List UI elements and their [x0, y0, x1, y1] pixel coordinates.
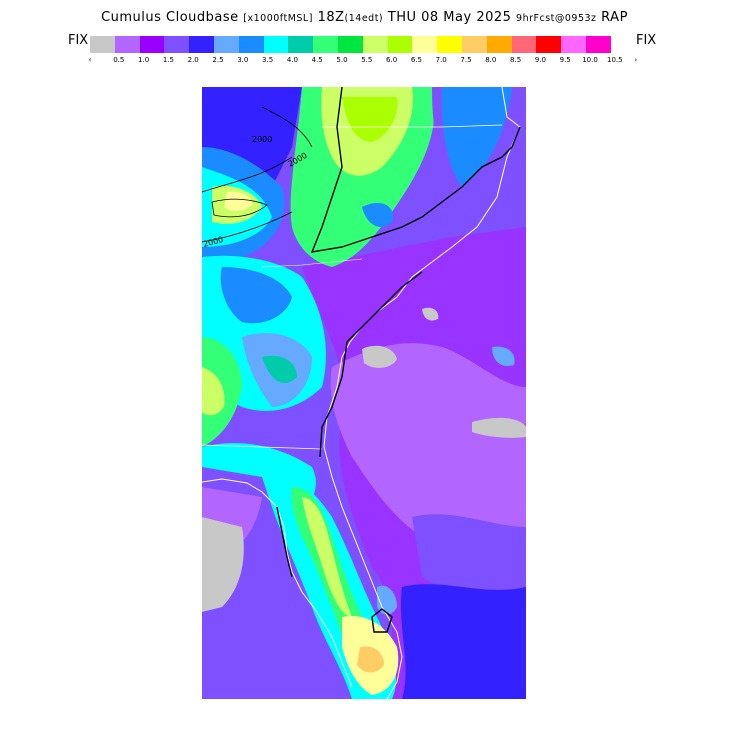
legend-tick-label: 2.0	[187, 56, 199, 64]
legend-tick-label: 0.5	[113, 56, 125, 64]
region-south-blue	[400, 584, 526, 699]
legend-tick-label: 5.5	[361, 56, 373, 64]
legend-swatch	[90, 36, 115, 53]
legend-swatch	[114, 36, 140, 53]
legend-tick-label: 9.5	[559, 56, 571, 64]
legend-tick-label: 8.5	[510, 56, 522, 64]
legend-swatch	[585, 36, 611, 53]
region-offshore-blue-violet	[412, 514, 526, 607]
color-legend	[90, 36, 611, 53]
title-date: THU 08 May 2025	[383, 10, 517, 25]
title-main: Cumulus Cloudbase	[101, 10, 244, 25]
legend-swatch	[536, 36, 562, 53]
legend-swatch	[412, 36, 438, 53]
legend-swatch	[164, 36, 190, 53]
region-central-teal	[262, 355, 297, 383]
legend-tick-label: 3.5	[262, 56, 274, 64]
contour-label-1: 2000	[252, 135, 272, 144]
contour-2000-ring	[211, 198, 268, 218]
east-coastline	[323, 87, 521, 699]
legend-tick-label: 4.0	[286, 56, 298, 64]
title-model: RAP	[596, 10, 628, 25]
region-nw-yellow	[224, 191, 252, 211]
region-offshore-gray-1	[362, 345, 397, 368]
legend-swatch	[387, 36, 413, 53]
legend-fix-left: FIX	[68, 33, 89, 48]
legend-tick-label: 8.0	[485, 56, 497, 64]
region-gulf-gray	[202, 517, 244, 612]
legend-tick-label: 3.0	[237, 56, 249, 64]
legend-tick-label: 1.0	[138, 56, 150, 64]
legend-swatch	[213, 36, 239, 53]
legend-fix-right: FIX	[636, 33, 657, 48]
cloudbase-map: 2000 2000 2000	[202, 87, 526, 699]
legend-swatch	[362, 36, 388, 53]
legend-tick-label: 10.5	[607, 56, 623, 64]
region-inland-blue-spot	[362, 202, 393, 227]
legend-tick-label: 4.5	[311, 56, 323, 64]
legend-less-symbol: ‹	[88, 56, 92, 64]
title-forecast: 9hrFcst@0953z	[516, 13, 597, 24]
gulf-coastline	[202, 478, 353, 688]
legend-tick-label: 9.0	[534, 56, 546, 64]
region-central-azure	[220, 267, 292, 324]
region-offshore-gray-3	[472, 417, 526, 438]
region-west-lime	[202, 367, 225, 416]
legend-tick-label: 6.0	[386, 56, 398, 64]
legend-more-symbol: ›	[634, 56, 638, 64]
legend-swatch	[189, 36, 214, 53]
title-local-time: (14edt)	[344, 13, 384, 24]
legend-tick-label: 6.5	[410, 56, 422, 64]
state-border-north	[322, 124, 503, 128]
region-florida-orange	[357, 646, 384, 673]
title-units: [x1000ftMSL]	[243, 13, 313, 24]
boundary-contour-coast	[319, 271, 423, 458]
legend-tick-label: 5.0	[336, 56, 348, 64]
legend-swatch	[238, 36, 264, 53]
state-border-central	[261, 258, 363, 268]
region-ne-azure	[441, 87, 512, 187]
legend-swatch	[486, 36, 512, 53]
boundary-contour-north	[310, 87, 521, 253]
state-border-line	[202, 444, 323, 450]
legend-tick-label: 1.5	[162, 56, 174, 64]
region-offshore-blue-spot	[492, 346, 515, 367]
legend-labels: ‹ 0.5 1.0 1.5 2.0 2.5 3.0 3.5 4.0 4.5 5.0 5.5 6.0 6.…	[88, 56, 638, 66]
legend-swatch	[461, 36, 487, 53]
legend-tick-label: 2.5	[212, 56, 224, 64]
legend-swatch	[337, 36, 363, 53]
legend-tick-label: 7.5	[460, 56, 472, 64]
legend-swatch	[313, 36, 338, 53]
region-north-yellowgreen	[342, 97, 398, 142]
legend-swatch	[511, 36, 537, 53]
legend-swatch	[561, 36, 586, 53]
title-time: 18Z	[312, 10, 345, 25]
legend-tick-label: 10.0	[582, 56, 598, 64]
boundary-contour-florida	[276, 506, 293, 578]
legend-swatch	[263, 36, 289, 53]
legend-swatch	[437, 36, 462, 53]
legend-swatch	[288, 36, 314, 53]
map-title: Cumulus Cloudbase [x1000ftMSL] 18Z(14edt…	[0, 10, 729, 25]
contour-2000-b	[202, 211, 293, 243]
region-florida-lime	[302, 497, 352, 617]
map-panel: 2000 2000 2000	[202, 87, 526, 699]
contour-2000-c	[261, 106, 313, 148]
contour-2000-a	[202, 156, 293, 193]
legend-swatch	[139, 36, 165, 53]
boundary-contour-lake	[371, 608, 393, 633]
legend-tick-label: 7.0	[435, 56, 447, 64]
region-offshore-gray-2	[422, 307, 439, 321]
